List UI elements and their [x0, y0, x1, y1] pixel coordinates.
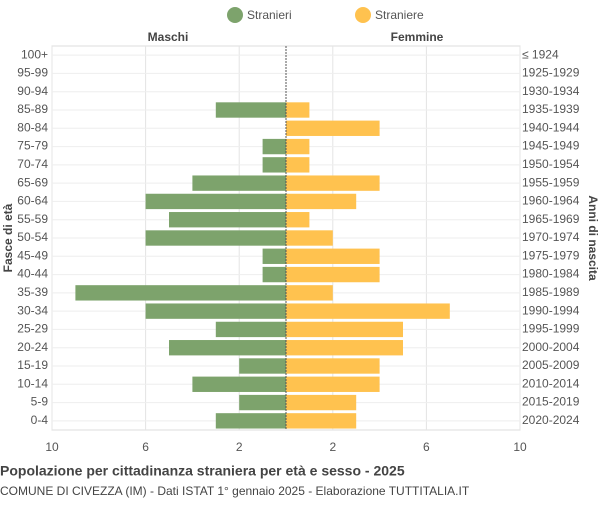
bar: [192, 175, 286, 191]
bar: [286, 303, 450, 319]
legend-label: Straniere: [375, 8, 424, 22]
y2-tick-label: 1930-1934: [522, 84, 580, 98]
bar: [262, 138, 286, 155]
y-tick-label: 90-94: [17, 84, 48, 98]
y-tick-label: 55-59: [17, 212, 48, 226]
bar: [169, 212, 286, 228]
y-tick-label: 95-99: [17, 66, 48, 80]
bar: [192, 376, 286, 392]
bar: [215, 321, 286, 338]
y2-tick-label: 1960-1964: [522, 194, 580, 208]
y2-axis-title: Anni di nascita: [586, 195, 600, 281]
y2-tick-label: ≤ 1924: [522, 47, 559, 61]
y-tick-label: 65-69: [17, 175, 48, 189]
y-tick-label: 85-89: [17, 102, 48, 116]
y2-tick-label: 2005-2009: [522, 358, 580, 372]
bar: [286, 394, 357, 411]
x-tick-label: 10: [513, 440, 527, 454]
bar: [169, 340, 286, 356]
y2-tick-label: 1970-1974: [522, 230, 580, 244]
bar: [286, 340, 403, 356]
bar: [286, 212, 310, 228]
bar: [286, 138, 310, 155]
y-tick-label: 50-54: [17, 230, 48, 244]
bar: [286, 321, 403, 338]
bar: [145, 303, 286, 319]
y2-tick-label: 1965-1969: [522, 212, 580, 226]
bar: [239, 358, 286, 374]
y2-tick-label: 1955-1959: [522, 175, 580, 189]
x-tick-label: 6: [423, 440, 430, 454]
chart-subtitle: COMUNE DI CIVEZZA (IM) - Dati ISTAT 1° g…: [0, 484, 470, 498]
y-tick-label: 20-24: [17, 340, 48, 354]
y-tick-label: 30-34: [17, 303, 48, 317]
chart-title: Popolazione per cittadinanza straniera p…: [0, 463, 405, 479]
bar: [262, 266, 286, 283]
bar: [286, 230, 333, 246]
left-header: Maschi: [148, 30, 189, 44]
x-tick-label: 2: [236, 440, 243, 454]
y2-tick-label: 1985-1989: [522, 285, 580, 299]
x-tick-label: 6: [142, 440, 149, 454]
bar: [286, 120, 380, 136]
y-tick-label: 5-9: [31, 395, 49, 409]
legend-marker: [227, 7, 243, 23]
y-tick-label: 70-74: [17, 157, 48, 171]
bar: [286, 358, 380, 374]
y2-tick-label: 2015-2019: [522, 395, 580, 409]
bar: [286, 193, 357, 210]
y-tick-label: 60-64: [17, 194, 48, 208]
y2-tick-label: 1945-1949: [522, 139, 580, 153]
y-tick-label: 10-14: [17, 376, 48, 390]
y-tick-label: 15-19: [17, 358, 48, 372]
y2-tick-label: 2000-2004: [522, 340, 580, 354]
y-tick-label: 100+: [21, 47, 48, 61]
y2-tick-label: 1975-1979: [522, 248, 580, 262]
y-tick-label: 45-49: [17, 248, 48, 262]
bar: [286, 376, 380, 392]
bar: [262, 248, 286, 264]
y-axis-title: Fasce di età: [1, 203, 15, 272]
bar: [286, 266, 380, 283]
bar: [145, 230, 286, 246]
y2-tick-label: 1950-1954: [522, 157, 580, 171]
bar: [286, 413, 357, 429]
bar: [286, 157, 310, 173]
bar: [215, 102, 286, 118]
y-tick-label: 40-44: [17, 267, 48, 281]
x-tick-label: 2: [329, 440, 336, 454]
y2-tick-label: 2010-2014: [522, 376, 580, 390]
y-tick-label: 80-84: [17, 120, 48, 134]
bar: [286, 102, 310, 118]
bar: [239, 394, 286, 411]
bar: [75, 285, 287, 301]
bar: [262, 157, 286, 173]
y2-tick-label: 1995-1999: [522, 322, 580, 336]
right-header: Femmine: [391, 30, 444, 44]
bar: [286, 248, 380, 264]
bar: [145, 193, 286, 210]
x-tick-label: 10: [45, 440, 59, 454]
y2-tick-label: 1925-1929: [522, 66, 580, 80]
bar: [286, 175, 380, 191]
y-tick-label: 25-29: [17, 322, 48, 336]
y-tick-label: 75-79: [17, 139, 48, 153]
y2-tick-label: 1935-1939: [522, 102, 580, 116]
legend-marker: [355, 7, 371, 23]
y-tick-label: 0-4: [31, 413, 49, 427]
y2-tick-label: 2020-2024: [522, 413, 580, 427]
y-tick-label: 35-39: [17, 285, 48, 299]
y2-tick-label: 1940-1944: [522, 120, 580, 134]
y2-tick-label: 1990-1994: [522, 303, 580, 317]
legend-label: Stranieri: [247, 8, 292, 22]
y2-tick-label: 1980-1984: [522, 267, 580, 281]
bar: [215, 413, 286, 429]
bar: [286, 285, 333, 301]
